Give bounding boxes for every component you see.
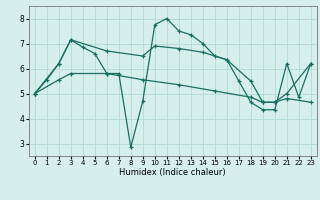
X-axis label: Humidex (Indice chaleur): Humidex (Indice chaleur) bbox=[119, 168, 226, 177]
